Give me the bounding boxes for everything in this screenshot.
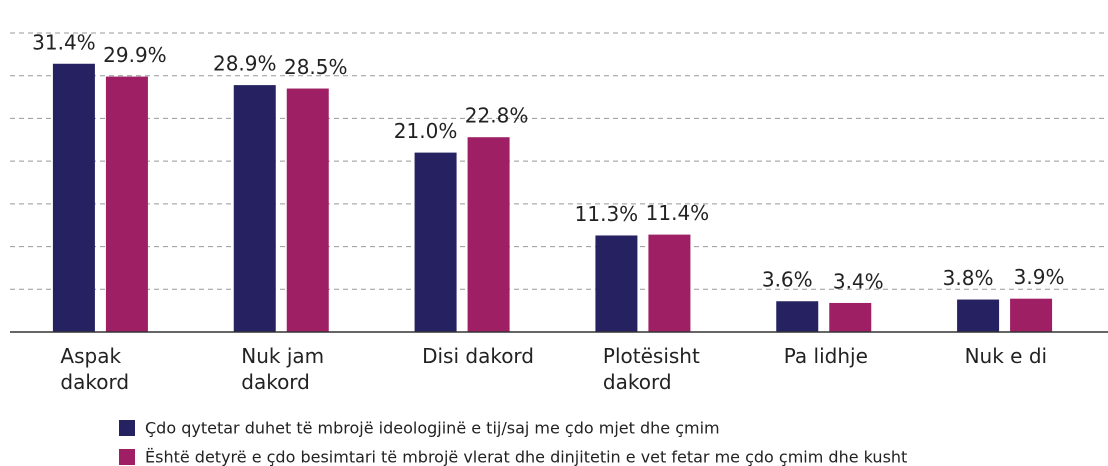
legend-label: Çdo qytetar duhet të mbrojë ideologjinë … bbox=[145, 419, 720, 438]
bar bbox=[829, 302, 872, 332]
value-label: 11.3% bbox=[575, 202, 639, 226]
value-label: 21.0% bbox=[394, 119, 458, 143]
value-label: 3.4% bbox=[833, 269, 884, 293]
value-label: 28.9% bbox=[213, 52, 277, 76]
x-tick-label: Plotësisht dakord bbox=[602, 344, 700, 394]
legend-swatch bbox=[119, 420, 135, 436]
bar bbox=[595, 235, 638, 332]
bar bbox=[414, 152, 457, 332]
value-label: 11.4% bbox=[646, 201, 710, 225]
x-tick-label: Aspak dakord bbox=[60, 344, 130, 394]
bar bbox=[286, 88, 329, 333]
bar bbox=[467, 137, 510, 332]
bar bbox=[648, 234, 691, 332]
x-tick-label: Disi dakord bbox=[422, 344, 534, 368]
bar bbox=[957, 299, 1000, 332]
value-label: 31.4% bbox=[32, 30, 96, 54]
x-tick-label: Nuk jam dakord bbox=[241, 344, 325, 394]
bar bbox=[233, 85, 276, 333]
legend-swatch bbox=[119, 449, 135, 465]
x-tick-label: Pa lidhje bbox=[783, 344, 868, 368]
value-label: 3.6% bbox=[762, 268, 813, 292]
value-label: 22.8% bbox=[465, 104, 529, 128]
bar bbox=[1010, 298, 1053, 332]
x-tick-label: Nuk e di bbox=[964, 344, 1048, 368]
value-label: 3.8% bbox=[943, 266, 994, 290]
bar bbox=[52, 63, 95, 333]
value-label: 28.5% bbox=[284, 55, 348, 79]
value-label: 3.9% bbox=[1014, 265, 1065, 289]
bar bbox=[776, 301, 819, 332]
value-label: 29.9% bbox=[103, 43, 167, 67]
bar bbox=[105, 76, 148, 332]
legend-label: Është detyrë e çdo besimtari të mbrojë v… bbox=[145, 448, 907, 466]
